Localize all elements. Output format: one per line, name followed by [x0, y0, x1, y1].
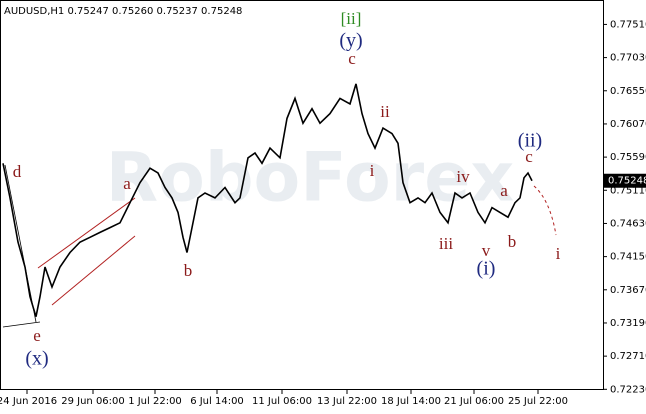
wave-label: ii [380, 102, 390, 121]
wave-label: (y) [339, 30, 362, 52]
price-line [2, 83, 533, 317]
wave-label: v [482, 241, 491, 260]
x-tick-label: 18 Jul 14:00 [381, 396, 441, 407]
wave-label: (i) [477, 258, 496, 280]
channel-line [51, 235, 136, 306]
x-tick-label: 13 Jul 22:00 [317, 396, 377, 407]
projection [533, 185, 557, 236]
wave-label: [ii] [341, 9, 362, 28]
wave-label: c [525, 147, 533, 166]
header: AUDUSD,H1 0.75247 0.75260 0.75237 0.7524… [4, 6, 242, 17]
wave-label: iii [439, 234, 453, 253]
x-tick-label: 11 Jul 06:00 [252, 396, 312, 407]
wave-line [2, 321, 41, 328]
x-tick-label: 24 Jun 2016 [0, 396, 57, 407]
last-price-label: 0.75248 [608, 176, 646, 187]
wave-line [4, 164, 37, 323]
x-tick-label: 1 Jul 22:00 [128, 396, 182, 407]
wave-label: e [33, 326, 41, 345]
wave-label: (x) [25, 348, 48, 370]
x-tick-label: 29 Jun 06:00 [61, 396, 125, 407]
wave-label: a [500, 181, 508, 200]
watermark: RoboForex [106, 139, 514, 218]
wave-label: b [184, 261, 193, 280]
wave-label: b [508, 232, 517, 251]
x-tick-label: 21 Jul 06:00 [444, 396, 504, 407]
x-tick-label: 6 Jul 14:00 [190, 396, 244, 407]
wave-label: i [370, 161, 375, 180]
y-tick-label: 0.72230 [610, 384, 646, 395]
x-tick-label: 25 Jul 22:00 [508, 396, 568, 407]
wave-label: i [556, 244, 561, 263]
wave-label: a [123, 174, 131, 193]
wave-label: (ii) [518, 130, 542, 152]
plot-frame [0, 0, 604, 390]
wave-label: d [13, 162, 22, 181]
channel-line [37, 197, 136, 269]
wave-label: iv [456, 167, 470, 186]
wave-label: c [348, 49, 356, 68]
last-price-box [604, 173, 646, 188]
